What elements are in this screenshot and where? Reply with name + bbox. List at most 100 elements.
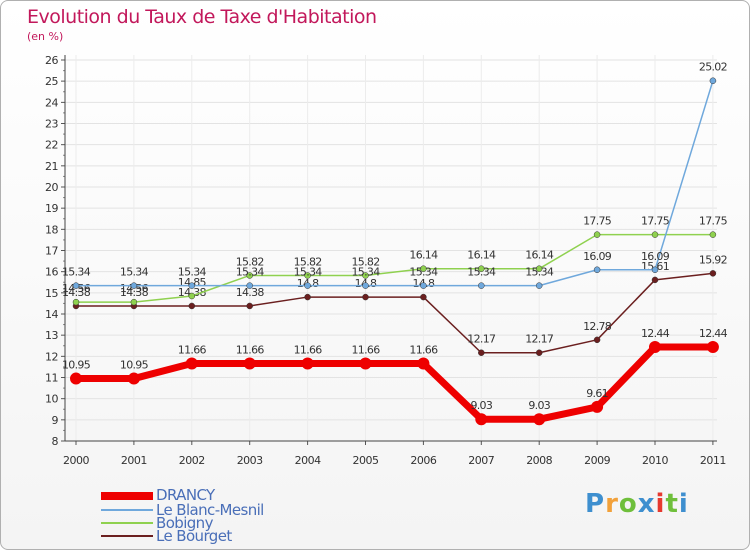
data-label-drancy: 12.44 xyxy=(699,327,728,340)
series-line-drancy xyxy=(72,343,717,423)
data-label-bobigny: 17.75 xyxy=(641,215,670,228)
brand-letter: i xyxy=(655,489,666,519)
data-point-le-blanc-mesnil xyxy=(420,282,427,289)
data-label-bobigny: 15.82 xyxy=(294,255,322,268)
data-label-drancy: 11.66 xyxy=(409,344,438,357)
data-point-le-bourget xyxy=(304,293,311,301)
data-point-drancy xyxy=(243,357,256,370)
series-line-le-bourget xyxy=(75,272,714,354)
data-point-le-blanc-mesnil xyxy=(188,282,196,289)
data-point-bobigny xyxy=(362,272,369,279)
data-point-bobigny xyxy=(130,298,138,306)
data-point-drancy xyxy=(127,372,140,385)
brand-letter: x xyxy=(637,489,656,519)
data-label-le-blanc-mesnil: 15.34 xyxy=(525,266,554,279)
x-tick-label: 2001 xyxy=(121,454,147,467)
y-tick-label: 21 xyxy=(45,160,58,173)
data-label-le-bourget: 14.38 xyxy=(236,286,265,299)
brand-letter: P xyxy=(585,489,606,519)
data-point-bobigny xyxy=(72,298,80,306)
data-label-drancy: 9.61 xyxy=(586,387,608,400)
series-line-le-blanc-mesnil xyxy=(75,79,714,287)
y-tick-label: 26 xyxy=(45,54,58,67)
data-label-drancy: 9.03 xyxy=(470,399,492,412)
y-tick-label: 14 xyxy=(45,308,58,321)
y-tick-label: 16 xyxy=(45,266,58,279)
x-tick-label: 2004 xyxy=(295,454,321,467)
x-tick-label: 2009 xyxy=(584,454,610,467)
y-tick-label: 11 xyxy=(45,372,58,385)
data-point-le-blanc-mesnil xyxy=(478,282,485,289)
data-label-le-blanc-mesnil: 15.34 xyxy=(409,266,438,279)
brand-logo: Proxiti xyxy=(585,489,689,519)
chart-title: Evolution du Taux de Taxe d'Habitation xyxy=(27,6,377,28)
legend-swatch-le-blanc-mesnil xyxy=(101,509,153,511)
data-label-bobigny: 16.14 xyxy=(409,249,438,262)
data-label-bobigny: 15.82 xyxy=(352,255,380,268)
data-label-le-bourget: 14.38 xyxy=(178,286,207,299)
data-point-le-blanc-mesnil xyxy=(535,282,543,289)
data-point-bobigny xyxy=(593,231,601,238)
data-label-le-blanc-mesnil: 15.34 xyxy=(236,266,265,279)
y-tick-label: 22 xyxy=(45,139,58,152)
data-label-drancy: 10.95 xyxy=(120,359,149,372)
legend-label: Bobigny xyxy=(156,514,213,532)
y-tick-label: 25 xyxy=(45,75,58,88)
data-point-drancy xyxy=(359,357,372,370)
data-point-le-blanc-mesnil xyxy=(72,282,80,289)
data-label-drancy: 11.66 xyxy=(178,344,207,357)
x-tick-label: 2008 xyxy=(526,454,552,467)
data-point-drancy xyxy=(70,372,82,385)
data-label-bobigny: 16.14 xyxy=(467,249,496,262)
data-point-drancy xyxy=(591,400,604,413)
x-tick-label: 2005 xyxy=(353,454,379,467)
legend-swatch-bobigny xyxy=(101,522,153,524)
brand-letter: r xyxy=(605,489,619,519)
data-label-le-blanc-mesnil: 15.34 xyxy=(120,266,149,279)
y-tick-label: 19 xyxy=(45,202,58,215)
data-point-le-bourget xyxy=(188,302,196,310)
data-point-le-bourget xyxy=(362,293,369,301)
data-label-le-bourget: 12.78 xyxy=(583,320,612,333)
data-point-bobigny xyxy=(188,292,196,300)
y-tick-label: 12 xyxy=(45,350,58,363)
data-label-drancy: 9.03 xyxy=(528,399,550,412)
data-point-drancy xyxy=(185,357,198,370)
series-line-bobigny xyxy=(75,233,714,303)
data-label-drancy: 11.66 xyxy=(294,344,323,357)
brand-letter: t xyxy=(665,489,679,519)
y-tick-label: 23 xyxy=(45,118,58,131)
data-point-drancy xyxy=(649,341,661,354)
legend-label: DRANCY xyxy=(156,486,215,504)
chart-subtitle: (en %) xyxy=(27,30,64,43)
x-tick-label: 2000 xyxy=(63,454,89,467)
data-label-le-blanc-mesnil: 15.34 xyxy=(62,266,91,279)
data-label-le-bourget: 15.92 xyxy=(699,253,727,266)
y-tick-label: 10 xyxy=(45,393,58,406)
data-point-le-bourget xyxy=(535,349,543,356)
data-label-le-blanc-mesnil: 16.09 xyxy=(641,250,670,263)
y-tick-label: 13 xyxy=(45,329,58,342)
data-label-le-bourget: 12.17 xyxy=(525,333,554,346)
data-point-le-blanc-mesnil xyxy=(246,282,253,289)
data-point-bobigny xyxy=(478,265,485,272)
brand-letter: o xyxy=(618,489,638,519)
data-point-le-blanc-mesnil xyxy=(593,266,601,274)
data-point-le-bourget xyxy=(478,349,485,356)
data-label-drancy: 10.95 xyxy=(62,359,91,372)
data-point-le-bourget xyxy=(709,270,717,277)
data-label-le-blanc-mesnil: 16.09 xyxy=(583,250,612,263)
data-point-drancy xyxy=(475,413,488,426)
data-point-le-blanc-mesnil xyxy=(651,266,659,274)
data-point-le-bourget xyxy=(651,276,659,284)
data-point-le-blanc-mesnil xyxy=(130,282,138,289)
data-label-bobigny: 15.82 xyxy=(236,255,264,268)
data-label-drancy: 12.44 xyxy=(641,327,670,340)
y-tick-label: 8 xyxy=(52,435,59,448)
legend-swatch-le-bourget xyxy=(101,535,153,537)
data-point-le-bourget xyxy=(593,336,601,344)
x-tick-label: 2007 xyxy=(468,454,494,467)
y-tick-label: 20 xyxy=(45,181,58,194)
